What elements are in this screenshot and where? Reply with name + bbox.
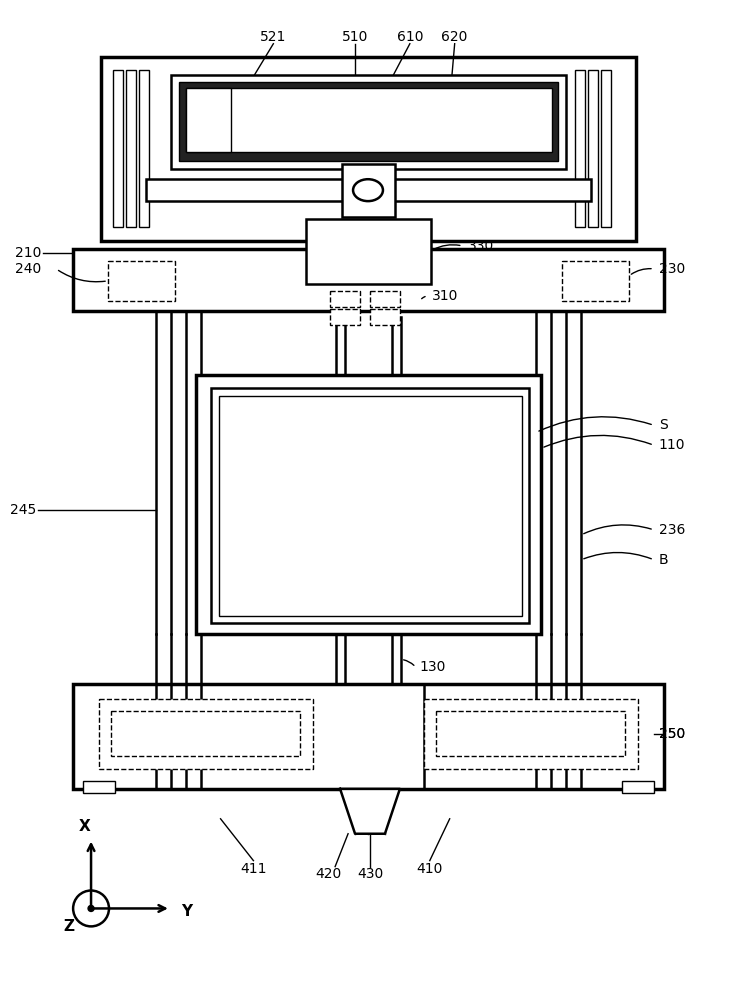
Text: 236: 236 (659, 523, 685, 537)
Text: 610: 610 (397, 30, 423, 44)
Text: 245: 245 (10, 503, 36, 517)
Bar (178, 82, 559, 161)
Bar (108, 261, 175, 301)
Bar (195, 375, 542, 634)
Bar (436, 711, 625, 756)
Bar (101, 57, 636, 241)
Text: 411: 411 (240, 862, 267, 876)
Bar (575, 70, 585, 227)
Bar (83, 781, 115, 793)
Text: 330: 330 (467, 239, 494, 253)
Text: S: S (659, 418, 668, 432)
Bar (370, 309, 400, 325)
Text: 410: 410 (416, 862, 443, 876)
Text: 310: 310 (432, 289, 458, 303)
Bar (562, 261, 629, 301)
Text: 620: 620 (441, 30, 468, 44)
Bar (330, 291, 360, 307)
Bar (330, 309, 360, 325)
Bar (146, 179, 591, 201)
Text: 240: 240 (15, 262, 41, 276)
Bar (73, 249, 664, 311)
Text: Z: Z (63, 919, 74, 934)
Bar (211, 388, 529, 623)
Bar (601, 70, 611, 227)
Ellipse shape (353, 179, 383, 201)
Polygon shape (340, 789, 400, 834)
Bar (126, 70, 136, 227)
Text: 110: 110 (659, 438, 685, 452)
Bar (186, 88, 552, 152)
Bar (307, 219, 430, 284)
Text: 230: 230 (659, 262, 685, 276)
Text: 210: 210 (15, 246, 41, 260)
Bar (370, 291, 400, 307)
Bar (219, 396, 523, 616)
Bar (113, 70, 123, 227)
Text: B: B (659, 553, 668, 567)
Circle shape (88, 905, 94, 911)
Bar (342, 164, 395, 217)
Bar (99, 699, 313, 769)
Text: X: X (79, 819, 91, 834)
Bar (139, 70, 149, 227)
Text: 521: 521 (260, 30, 287, 44)
Text: 250: 250 (659, 727, 685, 741)
Text: 420: 420 (315, 867, 341, 881)
Text: 130: 130 (420, 660, 446, 674)
Bar (424, 699, 638, 769)
Bar (111, 711, 300, 756)
Text: 250: 250 (659, 727, 685, 741)
Bar (588, 70, 598, 227)
Bar (622, 781, 654, 793)
Bar (171, 75, 566, 169)
Text: 510: 510 (342, 30, 368, 44)
Text: Y: Y (181, 904, 192, 919)
Bar (186, 88, 231, 152)
Text: 430: 430 (357, 867, 383, 881)
Bar (73, 684, 664, 789)
